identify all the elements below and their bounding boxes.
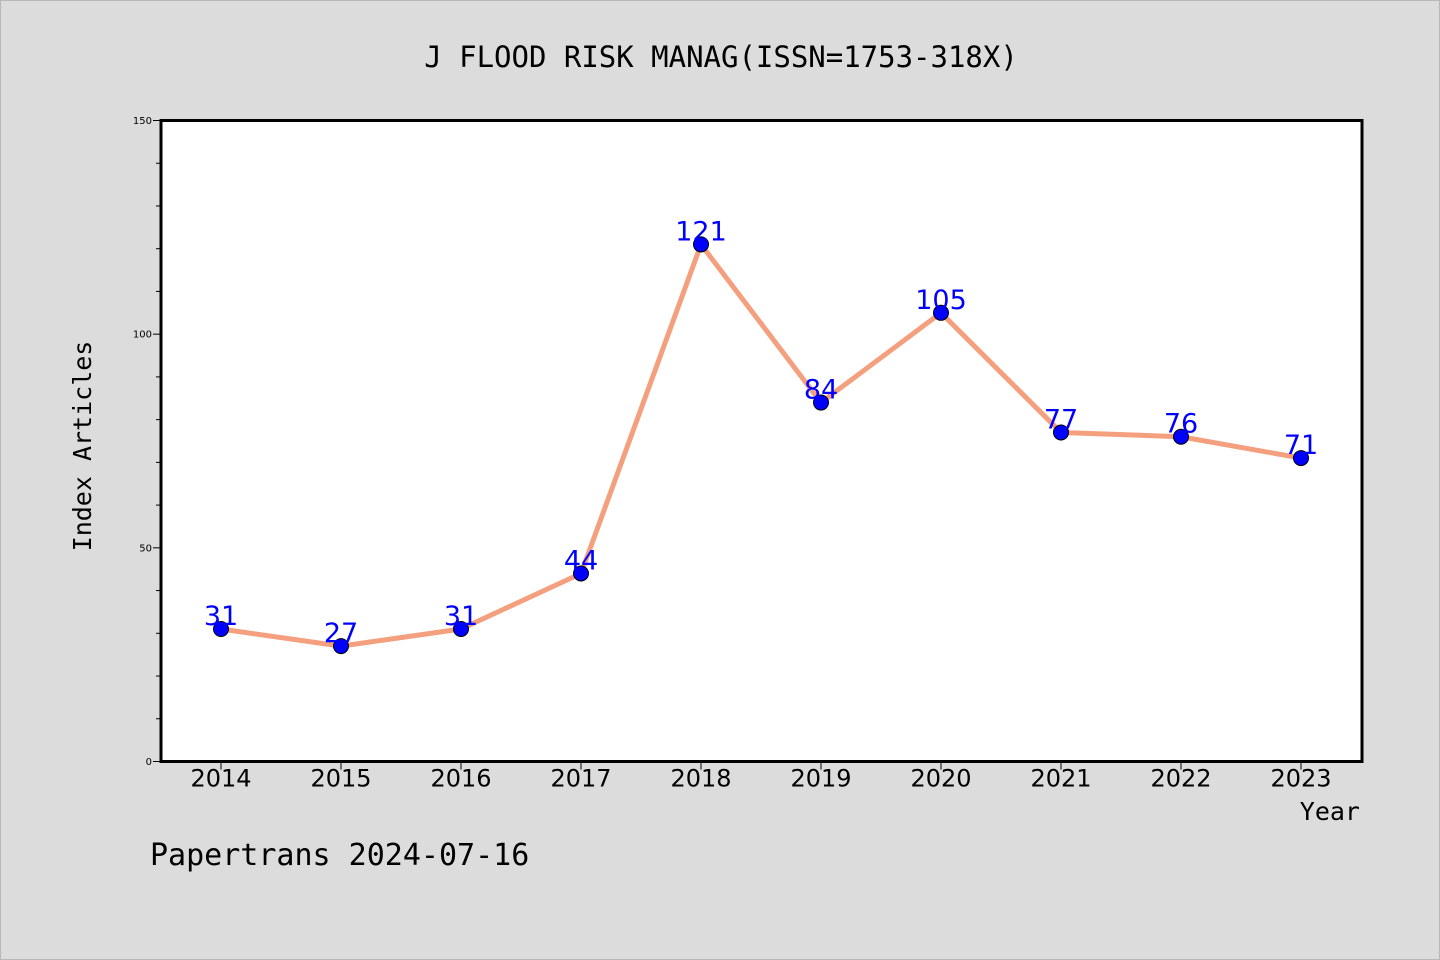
data-point: [1293, 450, 1309, 467]
data-point: [333, 638, 349, 655]
data-point: [453, 621, 469, 638]
data-label: 84: [804, 375, 838, 406]
y-tick-label: 100: [133, 330, 152, 341]
data-labels: 31 27 31 44 121 84 105 77 76 71: [204, 216, 1318, 649]
data-point: [1173, 428, 1189, 445]
data-label: 27: [324, 618, 358, 649]
x-axis: 2014 2015 2016 2017 2018 2019 2020 2021 2022 2023: [190, 761, 1332, 793]
data-label: 105: [915, 285, 967, 316]
x-tick-label: 2019: [790, 765, 851, 793]
chart-title: J FLOOD RISK MANAG(ISSN=1753-318X): [424, 40, 1018, 74]
y-tick-label: 0: [146, 757, 152, 768]
x-tick-label: 2015: [310, 765, 371, 793]
x-tick-label: 2022: [1150, 765, 1211, 793]
data-point: [933, 304, 949, 321]
y-tick-label: 150: [133, 116, 152, 127]
data-label: 71: [1284, 430, 1318, 461]
x-tick-label: 2017: [550, 765, 611, 793]
plot-area: [159, 119, 1364, 763]
data-label: 77: [1044, 404, 1078, 435]
data-label: 121: [675, 216, 727, 247]
data-label: 76: [1164, 409, 1198, 440]
x-tick-label: 2018: [670, 765, 731, 793]
x-axis-label: Year: [1300, 797, 1360, 826]
data-point: [213, 621, 229, 638]
data-label: 31: [204, 601, 238, 632]
data-point: [813, 394, 829, 411]
y-tick-label: 50: [139, 543, 152, 554]
x-tick-label: 2020: [910, 765, 971, 793]
footer-watermark: Papertrans 2024-07-16: [150, 838, 529, 873]
series-line: [213, 236, 1309, 655]
y-axis-label: Index Articles: [68, 341, 97, 552]
data-point: [1053, 424, 1069, 441]
data-point: [573, 565, 589, 582]
series-line-path: [218, 241, 1304, 649]
data-label: 31: [444, 601, 478, 632]
data-point: [693, 236, 709, 253]
y-axis: 0 50 100 150: [133, 116, 161, 768]
x-tick-label: 2023: [1270, 765, 1331, 793]
x-tick-label: 2021: [1030, 765, 1091, 793]
x-tick-label: 2016: [430, 765, 491, 793]
x-tick-label: 2014: [190, 765, 251, 793]
data-label: 44: [564, 545, 598, 576]
